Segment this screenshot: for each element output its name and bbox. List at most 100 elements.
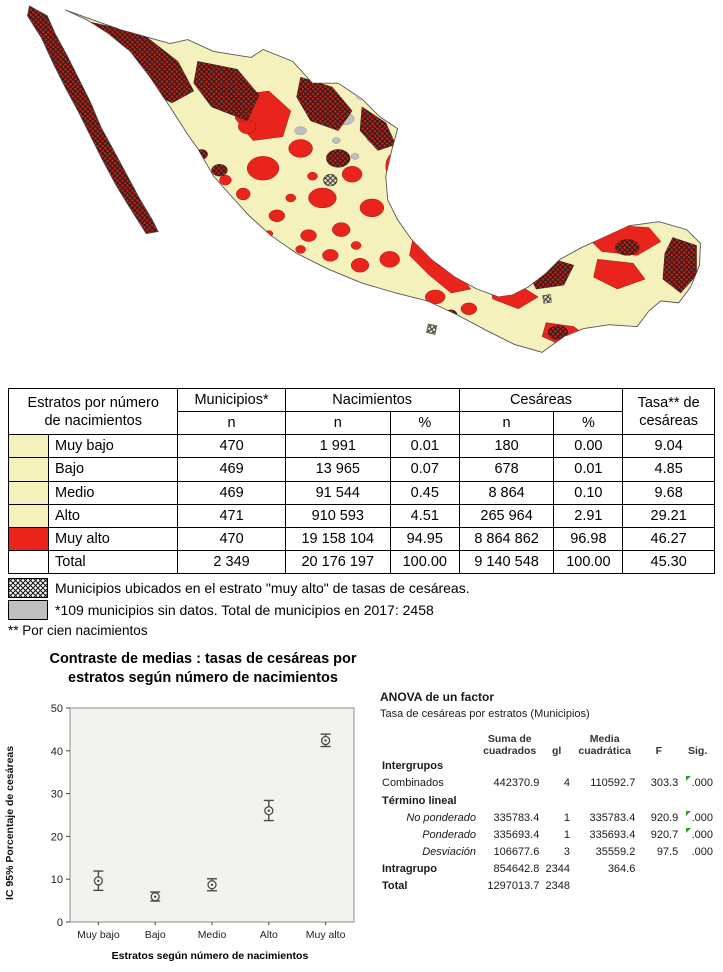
- y-tick-label: 30: [51, 788, 63, 800]
- gray-swatch: [8, 600, 48, 620]
- cesareas-pct-value: 0.01: [553, 457, 624, 482]
- col-cesareas-header: Cesáreas: [458, 387, 624, 413]
- legend-note-hatch: Municipios ubicados en el estrato "muy a…: [8, 578, 719, 598]
- col-municipios-header: Municipios*: [177, 387, 286, 413]
- anova-ms: 335693.4: [589, 828, 636, 841]
- x-tick-label: Alto: [260, 929, 278, 941]
- anova-row: Intergrupos: [380, 758, 715, 775]
- map-legend-notes: Municipios ubicados en el estrato "muy a…: [8, 578, 719, 638]
- y-tick-label: 0: [57, 917, 63, 929]
- legend-note-gray: *109 municipios sin datos. Total de muni…: [8, 600, 719, 620]
- x-tick-label: Bajo: [145, 929, 166, 941]
- anova-row: Total 1297013.7 2348: [380, 878, 715, 895]
- anova-header-row: Suma de cuadrados gl Media cuadrática F …: [380, 732, 715, 758]
- anova-gl: 1: [563, 828, 570, 841]
- cesareas-pct-header: %: [553, 411, 624, 436]
- island-hatch-mark: [426, 323, 438, 335]
- anova-col-gl: gl: [552, 745, 562, 758]
- nacimientos-pct-value: 4.51: [389, 503, 460, 528]
- y-tick-label: 20: [51, 831, 63, 843]
- cesareas-n-value: 8 864: [458, 480, 555, 505]
- stratum-label: Muy alto: [47, 526, 179, 551]
- anova-sig: .000: [680, 775, 715, 792]
- municipios-value: 469: [177, 457, 286, 482]
- mean-marker-dot: [154, 895, 157, 898]
- baja-california-region: [27, 5, 159, 235]
- bottom-section: Contraste de medias : tasas de cesáreas …: [0, 648, 723, 962]
- municipios-value: 469: [177, 480, 286, 505]
- island-hatch-mark: [542, 294, 552, 304]
- green-flag-icon: [685, 827, 691, 833]
- anova-subtitle: Tasa de cesáreas por estratos (Municipio…: [380, 708, 590, 720]
- anova-label-col: [380, 732, 478, 758]
- anova-f: 303.3: [650, 777, 679, 790]
- green-flag-icon: [685, 776, 691, 782]
- y-axis-title: IC 95% Porcentaje de cesáreas: [4, 745, 16, 900]
- col-estratos-header: Estratos por número de nacimientos: [7, 387, 179, 436]
- mexico-map-svg: [27, 5, 701, 353]
- cesareas-n-value: 9 140 548: [458, 549, 555, 575]
- nacimientos-n-value: 910 593: [284, 503, 391, 528]
- ci-errorbar-chart: 0 10 20 30 40 50 Muy bajo Bajo Medio Alto Muy alto: [51, 703, 355, 941]
- municipios-value: 471: [177, 503, 286, 528]
- table-row-total: Total 2 349 20 176 197 100.00 9 140 548 …: [8, 549, 715, 575]
- crosshatch-swatch: [8, 578, 48, 598]
- row-color-swatch: [8, 480, 49, 505]
- anova-col-sig: Sig.: [687, 745, 708, 758]
- anova-sig: .000: [680, 810, 715, 827]
- table-row: Muy alto 470 19 158 104 94.95 8 864 862 …: [8, 526, 715, 551]
- municipios-value: 2 349: [177, 549, 286, 575]
- tasa-value: 9.04: [622, 434, 715, 459]
- tasa-header-line1: Tasa** de: [637, 394, 700, 411]
- nacimientos-pct-value: 0.01: [389, 434, 460, 459]
- anova-col-ms: Media cuadrática: [578, 733, 631, 758]
- row-color-swatch: [8, 549, 49, 575]
- table-header-row: Estratos por número de nacimientos Munic…: [7, 387, 715, 436]
- anova-row: Término lineal: [380, 793, 715, 810]
- nacimientos-n-header: n: [284, 411, 391, 436]
- ci-chart-block: Contraste de medias : tasas de cesáreas …: [0, 648, 372, 962]
- x-tick-label: Medio: [198, 929, 227, 941]
- table-row: Alto 471 910 593 4.51 265 964 2.91 29.21: [8, 503, 715, 528]
- anova-sig: .000: [691, 846, 713, 859]
- anova-row-label: Combinados: [382, 777, 444, 790]
- anova-gl: 2348: [545, 880, 570, 893]
- nacimientos-pct-value: 0.07: [389, 457, 460, 482]
- nacimientos-n-value: 1 991: [284, 434, 391, 459]
- stratum-label: Muy bajo: [47, 434, 179, 459]
- mean-marker-dot: [210, 883, 214, 886]
- anova-ms: 35559.2: [595, 846, 636, 859]
- cesareas-n-header: n: [458, 411, 555, 436]
- cesareas-pct-value: 0.00: [553, 434, 624, 459]
- anova-ms: 364.6: [607, 863, 636, 876]
- mean-marker-dot: [97, 879, 100, 882]
- estratos-header-line1: Estratos por número: [27, 394, 159, 411]
- nacimientos-n-value: 20 176 197: [284, 549, 391, 575]
- cesareas-n-value: 678: [458, 457, 555, 482]
- anova-row-label: Término lineal: [382, 794, 457, 807]
- nacimientos-n-value: 19 158 104: [284, 526, 391, 551]
- cesareas-pct-value: 2.91: [553, 503, 624, 528]
- cesareas-n-value: 265 964: [458, 503, 555, 528]
- anova-gl: 2344: [545, 863, 570, 876]
- tasa-value: 29.21: [622, 503, 715, 528]
- nacimientos-pct-value: 100.00: [389, 549, 460, 575]
- y-tick-label: 40: [51, 745, 63, 757]
- chart-wrap: IC 95% Porcentaje de cesáreas 0 10 20 30 40 5…: [4, 698, 372, 948]
- anova-row: Desviación 106677.6 3 35559.2 97.5 .000: [380, 844, 715, 861]
- stratum-label: Total: [47, 549, 179, 575]
- anova-ss: 335783.4: [493, 811, 540, 824]
- chart-title-line1: Contraste de medias : tasas de cesáreas …: [49, 651, 357, 667]
- anova-f: 920.9: [650, 811, 679, 824]
- cesareas-n-value: 180: [458, 434, 555, 459]
- green-flag-icon: [685, 810, 691, 816]
- tasa-value: 46.27: [622, 526, 715, 551]
- anova-ss: 854642.8: [493, 863, 540, 876]
- anova-row-label: Total: [382, 880, 408, 893]
- col-tasa-header: Tasa** de cesáreas: [622, 387, 715, 436]
- tasa-value: 9.68: [622, 480, 715, 505]
- anova-row: Intragrupo 854642.8 2344 364.6: [380, 861, 715, 878]
- nacimientos-pct-header: %: [389, 411, 460, 436]
- municipios-n-header: n: [177, 411, 286, 436]
